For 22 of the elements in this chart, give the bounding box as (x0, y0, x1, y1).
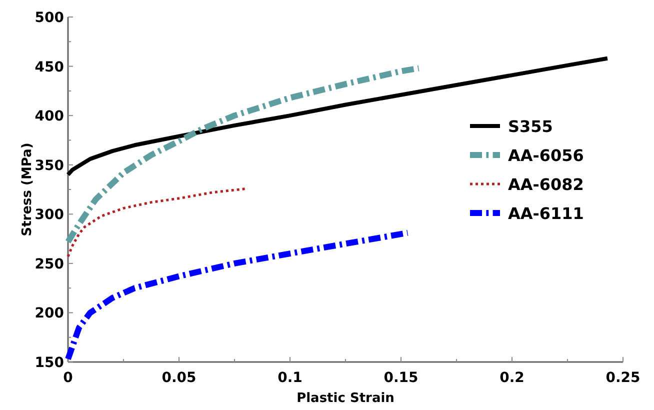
x-tick-label: 0.1 (278, 370, 302, 386)
y-tick-label: 300 (34, 207, 64, 224)
y-tick-label: 250 (34, 256, 64, 272)
x-tick-label: 0.15 (384, 370, 418, 386)
legend-label: AA-6082 (508, 175, 584, 194)
x-tick-label: 0 (63, 370, 74, 386)
x-tick-label: 0.25 (606, 370, 640, 386)
y-tick-label: 200 (34, 306, 64, 322)
y-tick-label: 500 (34, 10, 64, 26)
legend-label: AA-6056 (508, 146, 584, 165)
y-tick-label: 450 (34, 59, 64, 76)
line-series (66, 56, 610, 177)
y-tick-label: 150 (34, 355, 64, 371)
y-tick-label: 350 (34, 158, 64, 174)
y-tick-label: 400 (34, 108, 64, 125)
x-tick-label: 0.2 (500, 370, 524, 386)
x-axis-title: Plastic Strain (296, 391, 394, 406)
legend-label: S355 (508, 117, 553, 136)
y-axis-title: Stress (MPa) (20, 142, 35, 236)
line-series (66, 187, 250, 258)
legend-label: AA-6111 (508, 204, 584, 223)
x-tick-label: 0.05 (162, 370, 196, 386)
